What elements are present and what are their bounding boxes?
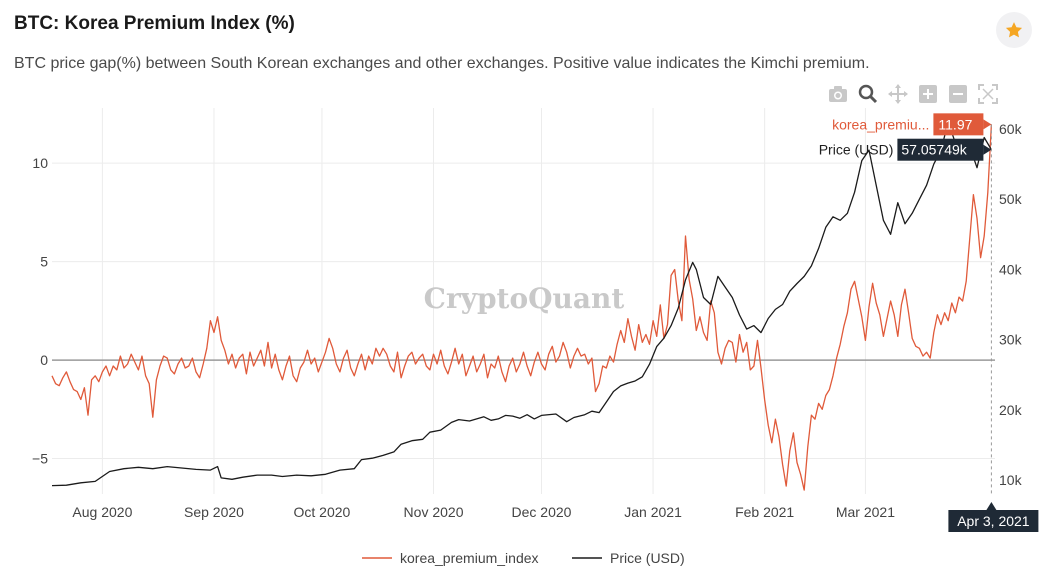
hover-premium-value: 11.97: [938, 116, 972, 132]
hover-date-box: [948, 510, 1039, 532]
series-layer: [51, 121, 993, 491]
x-tick-label: Feb 2021: [735, 504, 794, 520]
x-tick-label: Oct 2020: [294, 504, 351, 520]
pan-icon: [888, 84, 908, 104]
legend-item-premium[interactable]: korea_premium_index: [362, 550, 539, 566]
hover-price-name: Price (USD): [819, 142, 894, 158]
hover-price-arrow: [983, 144, 992, 155]
zoom-out-button[interactable]: [946, 82, 970, 106]
x-tick-label: Mar 2021: [836, 504, 895, 520]
chart-subtitle: BTC price gap(%) between South Korean ex…: [14, 55, 870, 72]
zoom-in-button[interactable]: [916, 82, 940, 106]
y-right-tick-label: 20k: [999, 402, 1023, 418]
zoom-icon: [858, 84, 878, 104]
y-right-tick-label: 30k: [999, 332, 1023, 348]
x-tick-label: Jan 2021: [624, 504, 682, 520]
camera-icon: [829, 86, 847, 102]
legend-label: Price (USD): [610, 550, 685, 566]
hover-premium-name: korea_premiu...: [832, 116, 929, 132]
star-icon: [1005, 22, 1023, 38]
legend: korea_premium_index Price (USD): [362, 550, 685, 566]
watermark: CryptoQuant: [424, 282, 625, 315]
hover-price-value: 57.05749k: [901, 142, 967, 158]
premium-series-line: [51, 124, 993, 491]
y-right-tick-label: 60k: [999, 121, 1023, 137]
zoom-in-icon: [919, 85, 937, 103]
hover-date: Apr 3, 2021: [948, 502, 1039, 532]
pan-button[interactable]: [886, 82, 910, 106]
legend-label: korea_premium_index: [400, 550, 539, 566]
hover-premium-box: [933, 113, 984, 136]
y-left-tick-label: 10: [32, 155, 48, 171]
zoom-button[interactable]: [856, 82, 880, 106]
autoscale-button[interactable]: [976, 82, 1000, 106]
y-left-tick-label: −5: [32, 451, 48, 467]
hover-date-arrow: [986, 502, 997, 510]
download-png-button[interactable]: [826, 82, 850, 106]
favorite-button[interactable]: [996, 12, 1032, 48]
y-right-tick-label: 50k: [999, 191, 1023, 207]
grid: [52, 108, 995, 494]
y-right-tick-label: 10k: [999, 472, 1023, 488]
legend-item-price[interactable]: Price (USD): [572, 550, 685, 566]
axis-ticks: Aug 2020 Sep 2020 Oct 2020 Nov 2020 Dec 2020…: [32, 121, 1023, 520]
x-tick-label: Sep 2020: [184, 504, 244, 520]
hover-layer: korea_premiu... 11.97 Price (USD) 57.057…: [819, 113, 1039, 532]
y-left-tick-label: 5: [40, 254, 48, 270]
chart-title: BTC: Korea Premium Index (%): [14, 13, 295, 34]
hover-price-box: [897, 138, 984, 161]
hover-premium-arrow: [983, 119, 992, 130]
autoscale-icon: [978, 84, 998, 104]
hover-date-label: Apr 3, 2021: [957, 513, 1030, 529]
x-tick-label: Nov 2020: [404, 504, 464, 520]
price-series-line: [51, 121, 992, 487]
hover-premium: korea_premiu... 11.97: [832, 113, 992, 136]
y-left-tick-label: 0: [40, 352, 48, 368]
x-tick-label: Dec 2020: [512, 504, 572, 520]
zoom-out-icon: [949, 85, 967, 103]
y-right-tick-label: 40k: [999, 261, 1023, 277]
hover-price: Price (USD) 57.05749k: [819, 138, 992, 161]
x-tick-label: Aug 2020: [72, 504, 132, 520]
chart-modebar: [826, 82, 1000, 106]
